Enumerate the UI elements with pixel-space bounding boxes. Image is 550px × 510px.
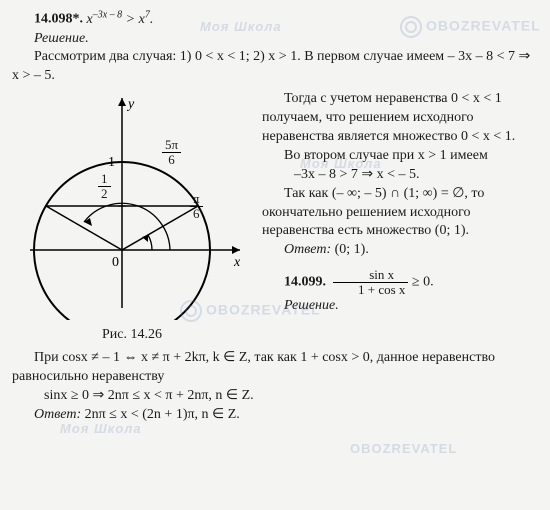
eq2: –3x – 8 > 7 ⇒ x < – 5. xyxy=(262,166,538,185)
svg-text:1: 1 xyxy=(108,155,115,170)
solution-label-099: Решение. xyxy=(262,297,538,316)
line2-099: sinx ≥ 0 ⇒ 2nπ ≤ x < π + 2nπ, n ∈ Z. xyxy=(12,387,538,406)
para3: Так как (– ∞; – 5) ∩ (1; ∞) = ∅, то окон… xyxy=(262,185,538,242)
svg-text:0: 0 xyxy=(112,255,119,270)
line1-099: При cosx ≠ – 1 ⇔ x ≠ π + 2kπ, k ∈ Z, так… xyxy=(12,349,538,387)
figure-unit-circle: 1 y x 0 1 2 5π 6 π 6 Рис. 14.26 xyxy=(12,90,252,345)
answer-099: Ответ: 2nπ ≤ x < (2n + 1)π, n ∈ Z. xyxy=(12,406,538,425)
intro-text: Рассмотрим два случая: 1) 0 < x < 1; 2) … xyxy=(12,48,538,86)
figure-caption: Рис. 14.26 xyxy=(12,326,252,345)
tick-half: 1 2 xyxy=(98,172,111,200)
label-5pi6: 5π 6 xyxy=(162,138,181,166)
solution-label: Решение. xyxy=(12,30,538,49)
para2: Во втором случае при x > 1 имеем xyxy=(262,147,538,166)
problem-number: 14.098*. xyxy=(34,12,83,27)
watermark: OBOZREVATEL xyxy=(350,440,457,458)
label-pi6: π 6 xyxy=(190,192,203,220)
problem-098-header: 14.098*. x–3x – 8 > x7. xyxy=(12,8,538,30)
para1: Тогда с учетом неравенства 0 < x < 1 пол… xyxy=(262,90,538,147)
svg-text:x: x xyxy=(233,255,241,270)
answer-098: Ответ: (0; 1). xyxy=(262,241,538,260)
svg-text:y: y xyxy=(126,97,135,112)
problem-099-header: 14.099. sin x 1 + cos x ≥ 0. xyxy=(262,268,538,296)
problem-expr: x–3x – 8 > x7. xyxy=(87,12,154,27)
